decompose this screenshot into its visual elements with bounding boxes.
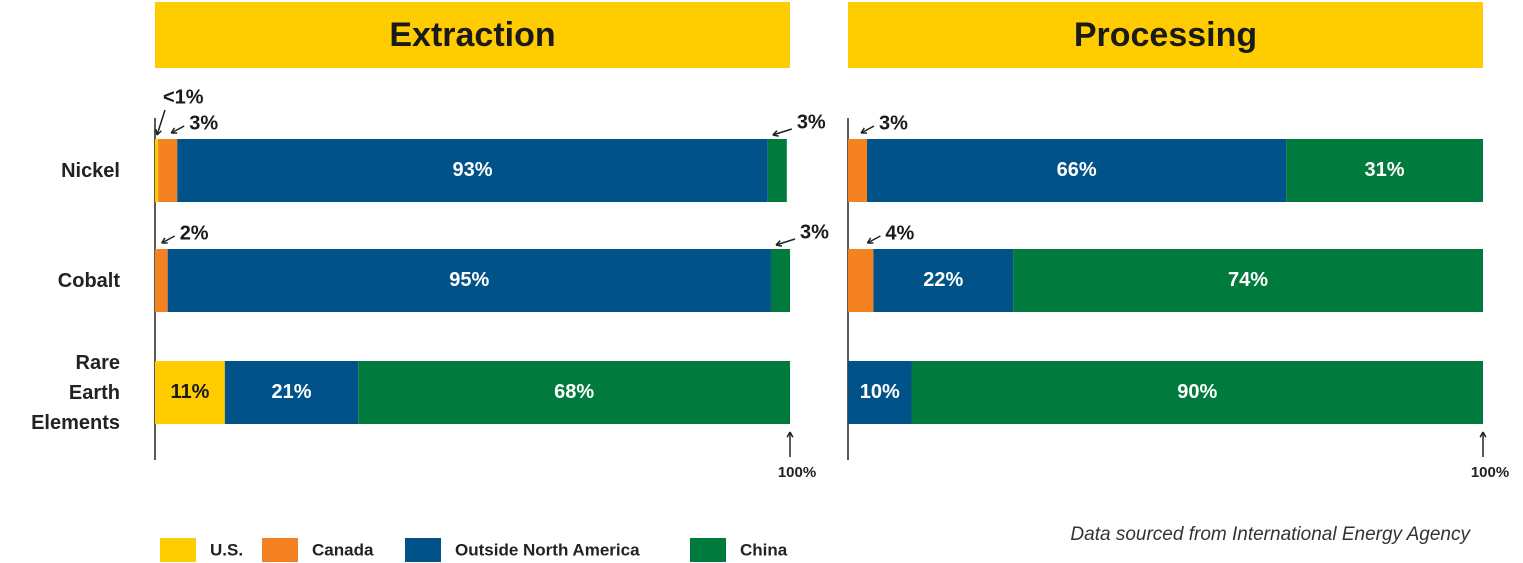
arrow-head xyxy=(772,130,779,137)
data-label: 74% xyxy=(1228,269,1268,291)
legend-swatch xyxy=(262,538,298,562)
arrow-head xyxy=(170,127,178,134)
data-label: 11% xyxy=(170,381,209,403)
data-label: 22% xyxy=(923,269,963,291)
legend-swatch xyxy=(405,538,441,562)
arrow-head xyxy=(161,237,168,244)
bar-segment xyxy=(848,139,868,202)
data-label: 4% xyxy=(885,222,914,244)
annotation: 100% xyxy=(778,464,816,481)
bar-segment xyxy=(767,139,787,202)
callout-arrow xyxy=(772,128,793,136)
chart-title: Processing xyxy=(1074,16,1257,54)
legend-label: China xyxy=(740,540,788,559)
data-label: <1% xyxy=(163,86,204,108)
title-banner xyxy=(848,2,1483,68)
data-label: 66% xyxy=(1057,159,1097,181)
callout-arrow xyxy=(161,235,176,244)
legend-label: U.S. xyxy=(210,540,243,559)
bar-segment xyxy=(167,249,771,312)
arrow-head xyxy=(866,237,874,244)
data-label: 3% xyxy=(879,112,908,134)
data-label: 21% xyxy=(272,381,312,403)
bar-segment xyxy=(155,139,159,202)
callout-arrow xyxy=(775,238,796,246)
bar-segment xyxy=(158,139,178,202)
arrow-head xyxy=(775,240,783,247)
bar-segment xyxy=(848,361,912,424)
arrow-head xyxy=(1479,431,1487,438)
callout-arrow xyxy=(860,125,875,134)
bar-segment xyxy=(224,361,359,424)
data-label: 3% xyxy=(189,112,218,134)
chart-title: Extraction xyxy=(389,16,555,54)
callout-arrow xyxy=(170,125,185,134)
data-label: 10% xyxy=(860,381,900,403)
legend-swatch xyxy=(160,538,196,562)
source-note: Data sourced from International Energy A… xyxy=(1070,524,1471,545)
callout-arrow xyxy=(156,109,166,136)
data-label: 93% xyxy=(452,159,492,181)
title-banner xyxy=(155,2,790,68)
data-label: 68% xyxy=(554,381,594,403)
category-label: Cobalt xyxy=(57,269,120,292)
callout-arrow xyxy=(867,235,881,244)
bar-segment xyxy=(770,249,790,312)
legend-label: Outside North America xyxy=(455,540,640,559)
bar-segment xyxy=(848,249,874,312)
category-label: Nickel xyxy=(61,159,120,182)
bar-segment xyxy=(873,249,1014,312)
bar-segment xyxy=(867,139,1287,202)
legend-swatch xyxy=(690,538,726,562)
bar-segment xyxy=(1286,139,1483,202)
data-label: 95% xyxy=(449,269,489,291)
data-label: 3% xyxy=(797,111,826,133)
data-label: 3% xyxy=(800,221,829,243)
legend-label: Canada xyxy=(312,540,374,559)
category-label: Rare Earth Elements xyxy=(31,351,120,434)
bar-segment xyxy=(911,361,1483,424)
bar-segment xyxy=(155,361,225,424)
data-label: 90% xyxy=(1177,381,1217,403)
arrow-head xyxy=(155,128,162,136)
bar-segment xyxy=(358,361,790,424)
annotation: 100% xyxy=(1471,464,1509,481)
data-label: 31% xyxy=(1365,159,1405,181)
data-label: 2% xyxy=(180,222,209,244)
arrow-head xyxy=(860,127,868,134)
bar-segment xyxy=(177,139,768,202)
bar-segment xyxy=(155,249,168,312)
arrow-head xyxy=(786,431,794,438)
bar-segment xyxy=(1013,249,1483,312)
